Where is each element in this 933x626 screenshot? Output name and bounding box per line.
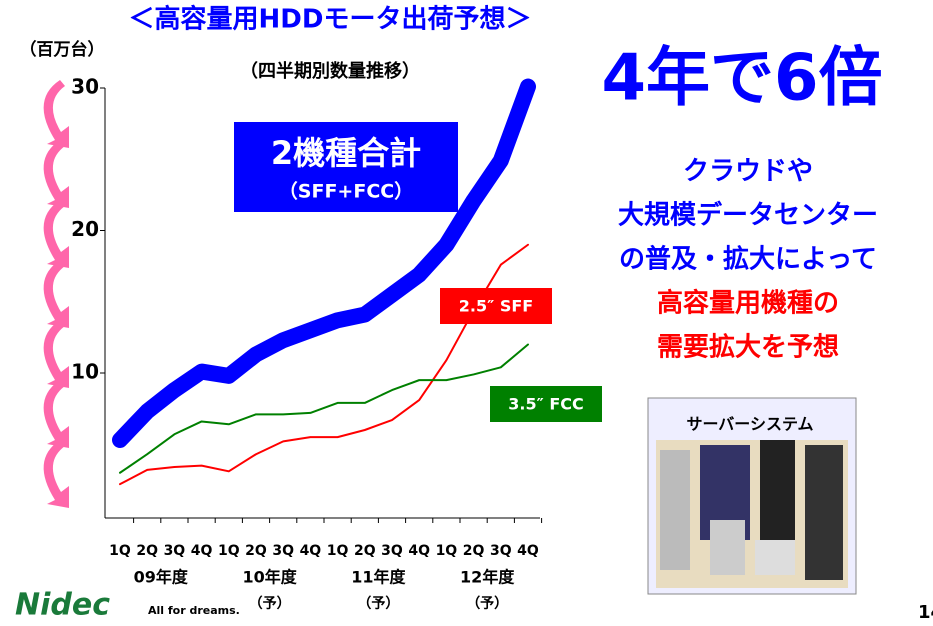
logo: Nidec: [15, 588, 110, 623]
decor-arrows: [43, 80, 69, 508]
year-label: 09年度: [134, 568, 189, 587]
series-label-box: [234, 122, 458, 212]
y-tick-label: 10: [71, 360, 99, 384]
x-tick-label: 1Q: [218, 543, 240, 559]
x-tick-label: 3Q: [164, 543, 186, 559]
y-tick-label: 20: [71, 217, 99, 241]
headline: 4年で6倍: [601, 42, 882, 116]
year-label: 10年度: [242, 568, 297, 587]
x-tick-label: 4Q: [191, 543, 213, 559]
x-tick-label: 1Q: [436, 543, 458, 559]
series-line: [112, 78, 536, 448]
series-label: 2.5″ SFF: [459, 297, 533, 316]
x-tick-label: 3Q: [272, 543, 294, 559]
x-tick-label: 2Q: [136, 543, 158, 559]
x-tick-label: 4Q: [517, 543, 539, 559]
series-label-box: [490, 386, 602, 422]
tagline: All for dreams.: [148, 604, 240, 617]
message-line: 需要拡大を予想: [657, 333, 839, 363]
year-label: 11年度: [351, 568, 406, 587]
year-note: （予）: [466, 596, 508, 612]
message-line: 高容量用機種の: [657, 288, 839, 319]
message-line: クラウドや: [683, 157, 813, 187]
x-tick-label: 1Q: [327, 543, 349, 559]
series-label-box: [440, 288, 552, 324]
x-tick-label: 1Q: [109, 543, 131, 559]
year-label: 12年度: [460, 568, 515, 587]
y-tick-label: 30: [71, 75, 99, 99]
series-line: [119, 243, 529, 486]
subtitle: （四半期別数量推移）: [240, 60, 420, 82]
series-line: [119, 343, 529, 474]
x-tick-label: 4Q: [300, 543, 322, 559]
x-tick-label: 2Q: [245, 543, 267, 559]
message-line: の普及・拡大によって: [619, 244, 877, 275]
message-line: 大規模データセンター: [618, 200, 878, 231]
x-tick-label: 2Q: [354, 543, 376, 559]
page-number: 14: [918, 602, 933, 623]
x-tick-label: 3Q: [490, 543, 512, 559]
series-note: （SFF+FCC）: [279, 180, 413, 203]
year-note: （予）: [357, 596, 399, 612]
photo-caption: サーバーシステム: [686, 415, 813, 434]
x-tick-label: 4Q: [408, 543, 430, 559]
series-label: 3.5″ FCC: [508, 395, 583, 414]
photo: [647, 397, 857, 595]
y-label: （百万台）: [20, 39, 105, 60]
title: ＜高容量用HDDモータ出荷予想＞: [129, 4, 532, 35]
x-tick-label: 3Q: [381, 543, 403, 559]
series-label: 2機種合計: [271, 134, 421, 172]
x-tick-label: 2Q: [463, 543, 485, 559]
year-note: （予）: [249, 596, 291, 612]
